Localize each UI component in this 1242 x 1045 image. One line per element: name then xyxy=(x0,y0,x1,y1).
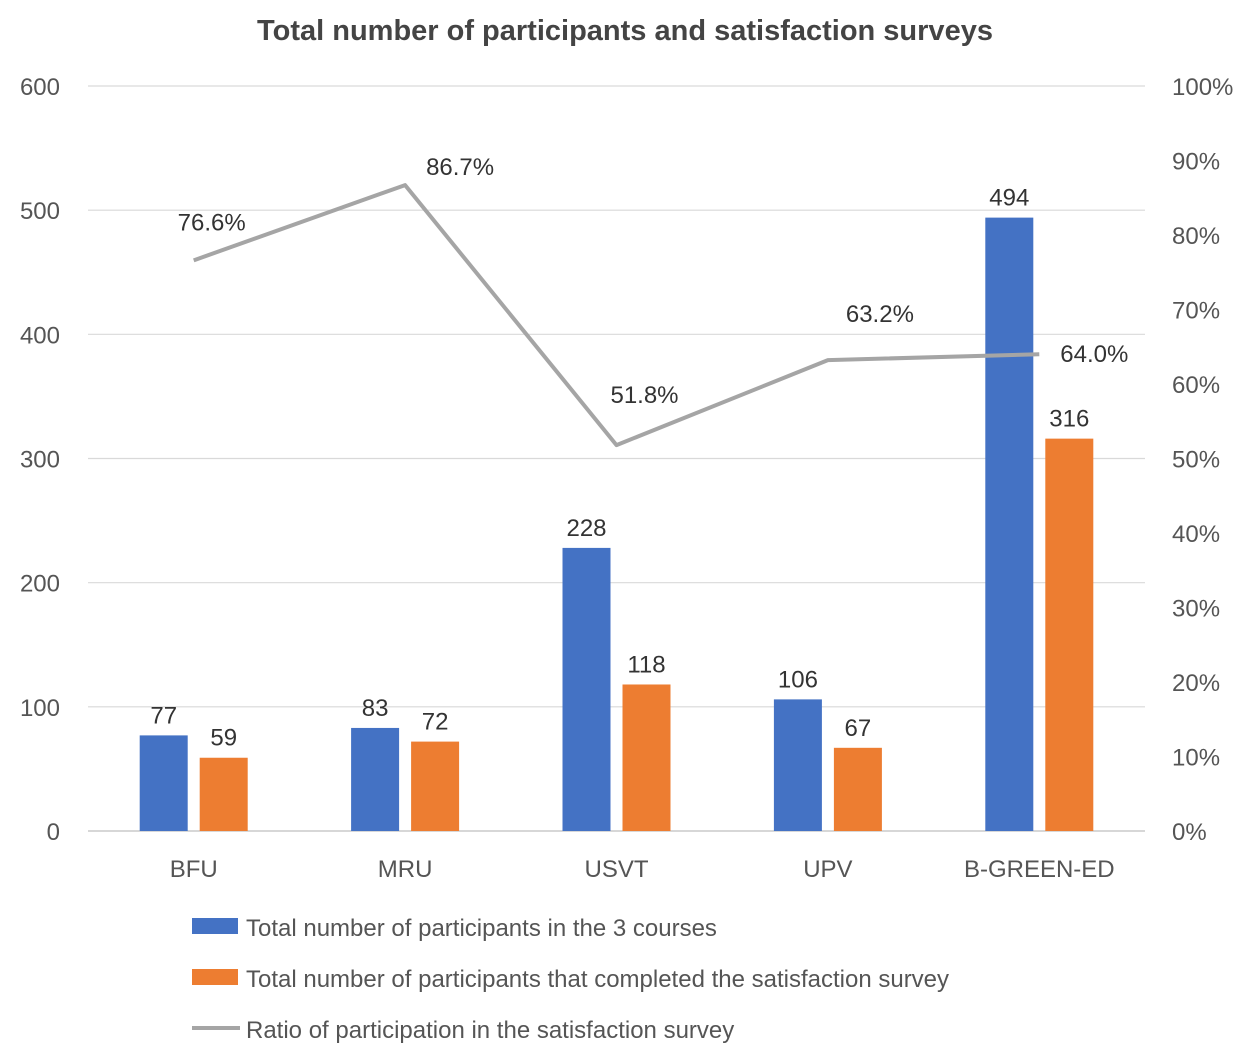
right-tick-label: 30% xyxy=(1172,596,1220,623)
right-tick-label: 10% xyxy=(1172,745,1220,772)
category-label: MRU xyxy=(378,856,433,883)
right-tick-label: 60% xyxy=(1172,372,1220,399)
bar xyxy=(139,735,188,831)
bar-data-label: 316 xyxy=(1049,406,1089,433)
legend-label: Total number of participants that comple… xyxy=(246,966,949,993)
bar xyxy=(411,741,460,831)
category-label: BFU xyxy=(170,856,218,883)
left-tick-label: 0 xyxy=(47,819,60,846)
bar-data-label: 118 xyxy=(627,651,665,678)
legend: Total number of participants in the 3 co… xyxy=(192,915,949,1044)
legend-label: Ratio of participation in the satisfacti… xyxy=(246,1017,734,1044)
bar-data-label: 72 xyxy=(422,709,449,736)
right-tick-label: 0% xyxy=(1172,819,1207,846)
left-tick-label: 300 xyxy=(20,447,60,474)
legend-swatch xyxy=(192,918,238,934)
legend-swatch xyxy=(192,969,238,985)
gridlines xyxy=(88,85,1145,832)
category-labels: BFU MRU USVT UPV B-GREEN-ED xyxy=(170,856,1115,883)
right-tick-label: 50% xyxy=(1172,447,1220,474)
bar-data-label: 59 xyxy=(210,725,237,752)
bar xyxy=(833,747,882,831)
left-tick-label: 200 xyxy=(20,571,60,598)
bar xyxy=(773,699,822,831)
legend-label: Total number of participants in the 3 co… xyxy=(246,915,717,942)
ratio-line-path xyxy=(193,183,1040,448)
line-data-label: 86.7% xyxy=(426,154,494,181)
bar-data-label: 228 xyxy=(566,515,606,542)
left-tick-label: 100 xyxy=(20,695,60,722)
category-label: B-GREEN-ED xyxy=(964,856,1115,883)
right-tick-label: 70% xyxy=(1172,298,1220,325)
line-data-label: 51.8% xyxy=(610,382,678,409)
bar xyxy=(1045,438,1094,831)
bar xyxy=(199,757,248,831)
right-tick-label: 80% xyxy=(1172,223,1220,250)
right-tick-label: 40% xyxy=(1172,521,1220,548)
bars: 77 83 228 106 494 59 72 118 67 316 xyxy=(139,185,1094,831)
line-data-label: 64.0% xyxy=(1060,341,1128,368)
line-data-label: 63.2% xyxy=(846,301,914,328)
left-tick-label: 500 xyxy=(20,198,60,225)
right-tick-label: 100% xyxy=(1172,74,1233,101)
bar-data-label: 494 xyxy=(989,185,1029,212)
category-label: USVT xyxy=(584,856,648,883)
chart-title: Total number of participants and satisfa… xyxy=(257,15,993,47)
bar xyxy=(622,684,671,831)
left-tick-label: 600 xyxy=(20,74,60,101)
bar-data-label: 77 xyxy=(150,702,177,729)
right-axis-ticks: 0% 10% 20% 30% 40% 50% 60% 70% 80% 90% 100% xyxy=(1172,74,1233,846)
left-tick-label: 400 xyxy=(20,322,60,349)
left-axis-ticks: 0 100 200 300 400 500 600 xyxy=(20,74,60,846)
category-label: UPV xyxy=(803,856,852,883)
bar-data-label: 83 xyxy=(362,695,389,722)
bar-data-label: 67 xyxy=(845,715,872,742)
bar-data-label: 106 xyxy=(778,666,818,693)
right-tick-label: 90% xyxy=(1172,149,1220,176)
bar xyxy=(985,217,1034,831)
bar xyxy=(562,547,611,831)
line-data-label: 76.6% xyxy=(178,209,246,236)
bar xyxy=(351,727,400,831)
ratio-line: 76.6% 86.7% 51.8% 63.2% 64.0% xyxy=(178,154,1128,448)
right-tick-label: 20% xyxy=(1172,670,1220,697)
